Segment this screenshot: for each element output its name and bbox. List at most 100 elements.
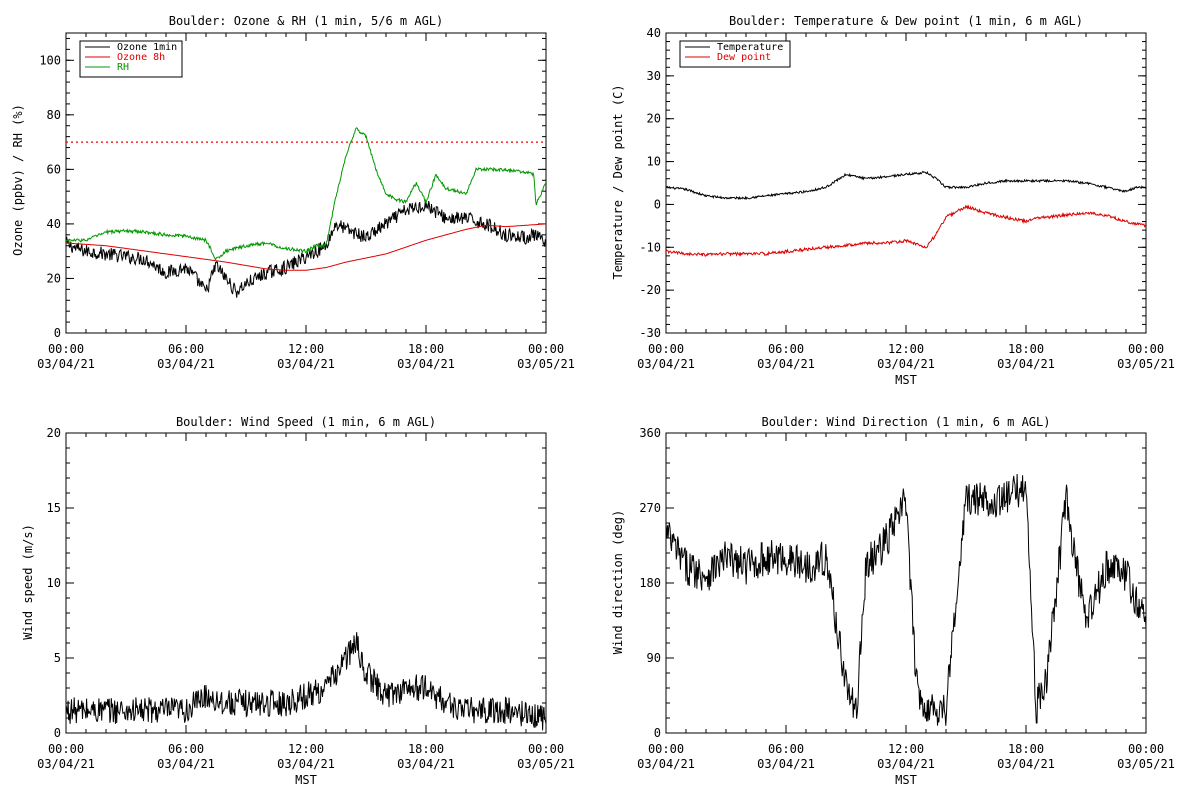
x-axis-label: MST <box>895 373 917 387</box>
y-tick-label: 20 <box>47 271 61 285</box>
series-line-dew-point <box>666 204 1146 257</box>
x-tick-label-time: 12:00 <box>888 342 924 356</box>
y-tick-label: 180 <box>639 576 661 590</box>
y-tick-label: -30 <box>639 326 661 340</box>
panel-temperature: Boulder: Temperature & Dew point (1 min,… <box>611 14 1175 387</box>
series-line-ozone-1min <box>66 201 546 298</box>
x-tick-label-date: 03/04/21 <box>997 357 1055 371</box>
legend-label: Temperature <box>717 42 783 53</box>
x-tick-label-date: 03/04/21 <box>877 757 935 771</box>
y-tick-label: -10 <box>639 240 661 254</box>
x-tick-label-date: 03/04/21 <box>277 757 335 771</box>
x-tick-label-time: 18:00 <box>408 342 444 356</box>
y-tick-label: 80 <box>47 108 61 122</box>
x-tick-label-date: 03/05/21 <box>517 757 575 771</box>
plot-frame <box>665 432 1147 734</box>
panel-wind-speed: Boulder: Wind Speed (1 min, 6 m AGL) Win… <box>21 415 575 787</box>
x-tick-label-date: 03/05/21 <box>517 357 575 371</box>
series-line-rh <box>66 127 546 262</box>
chart-title: Boulder: Wind Speed (1 min, 6 m AGL) <box>176 415 436 429</box>
x-tick-label-time: 00:00 <box>648 342 684 356</box>
x-tick-label-date: 03/04/21 <box>757 357 815 371</box>
chart-title: Boulder: Wind Direction (1 min, 6 m AGL) <box>762 415 1051 429</box>
y-tick-label: -20 <box>639 283 661 297</box>
y-tick-label: 0 <box>654 726 661 740</box>
chart-title: Boulder: Temperature & Dew point (1 min,… <box>729 14 1083 28</box>
y-tick-label: 20 <box>647 112 661 126</box>
x-tick-label-time: 12:00 <box>888 742 924 756</box>
x-tick-label-time: 00:00 <box>1128 742 1164 756</box>
x-tick-label-time: 00:00 <box>48 342 84 356</box>
y-axis-label: Wind direction (deg) <box>611 510 625 655</box>
x-tick-label-date: 03/04/21 <box>997 757 1055 771</box>
x-tick-label-date: 03/04/21 <box>157 357 215 371</box>
x-tick-label-date: 03/04/21 <box>397 757 455 771</box>
y-tick-label: 0 <box>54 726 61 740</box>
x-tick-label-time: 18:00 <box>1008 342 1044 356</box>
x-tick-label-date: 03/04/21 <box>877 357 935 371</box>
y-tick-label: 100 <box>39 53 61 67</box>
x-tick-label-date: 03/04/21 <box>637 357 695 371</box>
legend-label: Ozone 1min <box>117 42 177 53</box>
y-tick-label: 360 <box>639 426 661 440</box>
legend-box <box>679 40 791 68</box>
x-tick-label-time: 12:00 <box>288 742 324 756</box>
x-axis-label: MST <box>895 773 917 787</box>
y-tick-label: 40 <box>647 26 661 40</box>
x-tick-label-date: 03/04/21 <box>37 757 95 771</box>
x-tick-label-date: 03/04/21 <box>277 357 335 371</box>
series-line-temperature <box>666 170 1146 201</box>
x-tick-label-time: 06:00 <box>768 342 804 356</box>
plot-frame <box>665 32 1147 334</box>
x-tick-label-time: 00:00 <box>528 342 564 356</box>
y-tick-label: 20 <box>47 426 61 440</box>
y-tick-label: 40 <box>47 217 61 231</box>
x-tick-label-time: 12:00 <box>288 342 324 356</box>
x-tick-label-date: 03/05/21 <box>1117 357 1175 371</box>
y-tick-label: 270 <box>639 501 661 515</box>
y-axis-label: Wind speed (m/s) <box>21 524 35 640</box>
x-tick-label-date: 03/04/21 <box>157 757 215 771</box>
series-line-ozone-8h <box>66 223 546 271</box>
panel-ozone: Boulder: Ozone & RH (1 min, 5/6 m AGL) O… <box>11 14 575 371</box>
legend-label: Dew point <box>717 52 771 63</box>
x-tick-label-time: 00:00 <box>1128 342 1164 356</box>
legend-label: RH <box>117 62 129 73</box>
panel-wind-direction: Boulder: Wind Direction (1 min, 6 m AGL)… <box>611 415 1175 787</box>
legend-label: Ozone 8h <box>117 52 165 63</box>
series-line <box>66 632 546 731</box>
x-tick-label-time: 06:00 <box>768 742 804 756</box>
series-line <box>666 473 1146 726</box>
x-tick-label-date: 03/05/21 <box>1117 757 1175 771</box>
y-tick-label: 0 <box>654 197 661 211</box>
chart-title: Boulder: Ozone & RH (1 min, 5/6 m AGL) <box>169 14 444 28</box>
x-axis-label: MST <box>295 773 317 787</box>
x-tick-label-date: 03/04/21 <box>397 357 455 371</box>
plot-frame <box>65 32 547 334</box>
plot-frame <box>65 432 547 734</box>
x-tick-label-date: 03/04/21 <box>637 757 695 771</box>
y-tick-label: 0 <box>54 326 61 340</box>
y-axis-label: Temperature / Dew point (C) <box>611 84 625 279</box>
x-tick-label-time: 00:00 <box>528 742 564 756</box>
y-axis-label: Ozone (ppbv) / RH (%) <box>11 104 25 256</box>
x-tick-label-time: 18:00 <box>1008 742 1044 756</box>
x-tick-label-time: 00:00 <box>648 742 684 756</box>
y-tick-label: 10 <box>647 155 661 169</box>
x-tick-label-time: 00:00 <box>48 742 84 756</box>
y-tick-label: 60 <box>47 162 61 176</box>
x-tick-label-date: 03/04/21 <box>757 757 815 771</box>
x-tick-label-date: 03/04/21 <box>37 357 95 371</box>
y-tick-label: 30 <box>647 69 661 83</box>
y-tick-label: 15 <box>47 501 61 515</box>
x-tick-label-time: 06:00 <box>168 342 204 356</box>
y-tick-label: 90 <box>647 651 661 665</box>
y-tick-label: 5 <box>54 651 61 665</box>
y-tick-label: 10 <box>47 576 61 590</box>
x-tick-label-time: 18:00 <box>408 742 444 756</box>
x-tick-label-time: 06:00 <box>168 742 204 756</box>
